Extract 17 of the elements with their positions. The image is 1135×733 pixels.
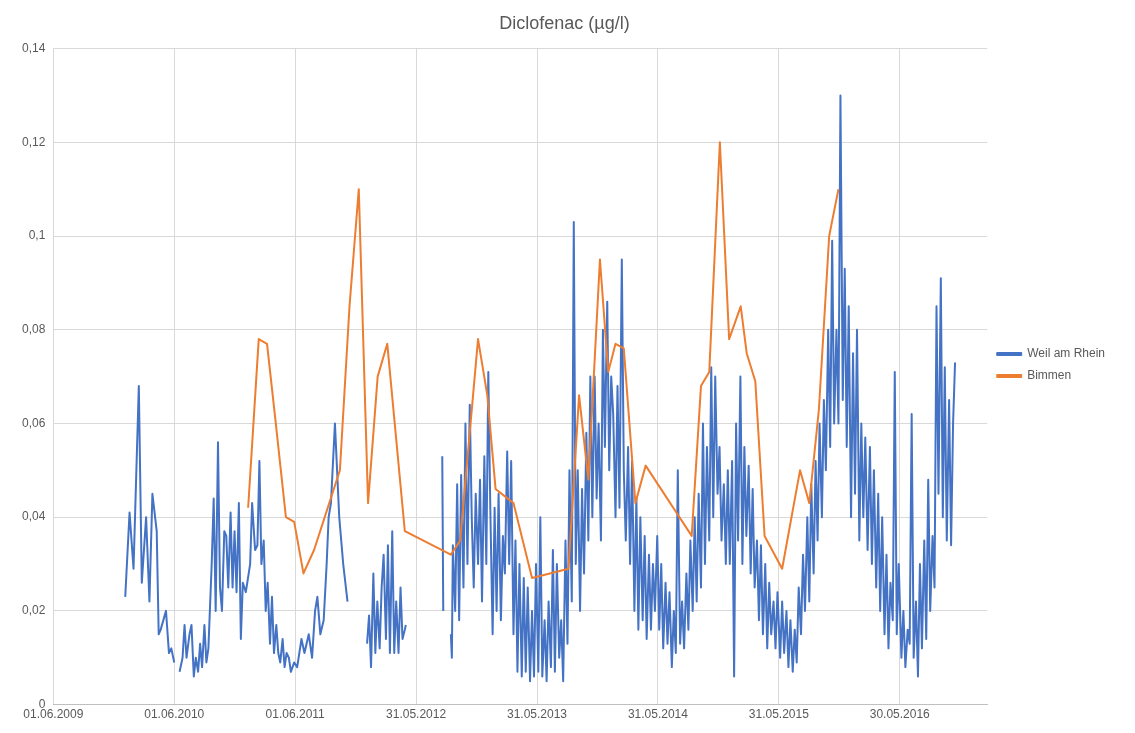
y-tick-label: 0,1: [28, 228, 46, 243]
legend-label: Bimmen: [1027, 368, 1072, 383]
x-tick-label: 31.05.2015: [748, 707, 810, 722]
x-tick-label: 31.05.2014: [627, 707, 689, 722]
y-tick-label: 0,14: [22, 40, 46, 55]
x-tick-label: 31.05.2013: [506, 707, 568, 722]
y-tick-label: 0,12: [22, 134, 46, 149]
x-tick-label: 31.05.2012: [386, 707, 447, 722]
y-tick-label: 0,08: [22, 322, 46, 337]
y-tick-label: 0,06: [22, 415, 46, 430]
x-tick-label: 01.06.2011: [265, 707, 326, 722]
x-tick-label: 30.05.2016: [869, 707, 931, 722]
y-tick-label: 0,02: [22, 603, 46, 618]
y-tick-label: 0,04: [22, 509, 46, 524]
x-tick-label: 01.06.2010: [144, 707, 205, 722]
legend-label: Weil am Rhein: [1027, 346, 1106, 361]
chart-title: Diclofenac (µg/l): [499, 12, 630, 33]
